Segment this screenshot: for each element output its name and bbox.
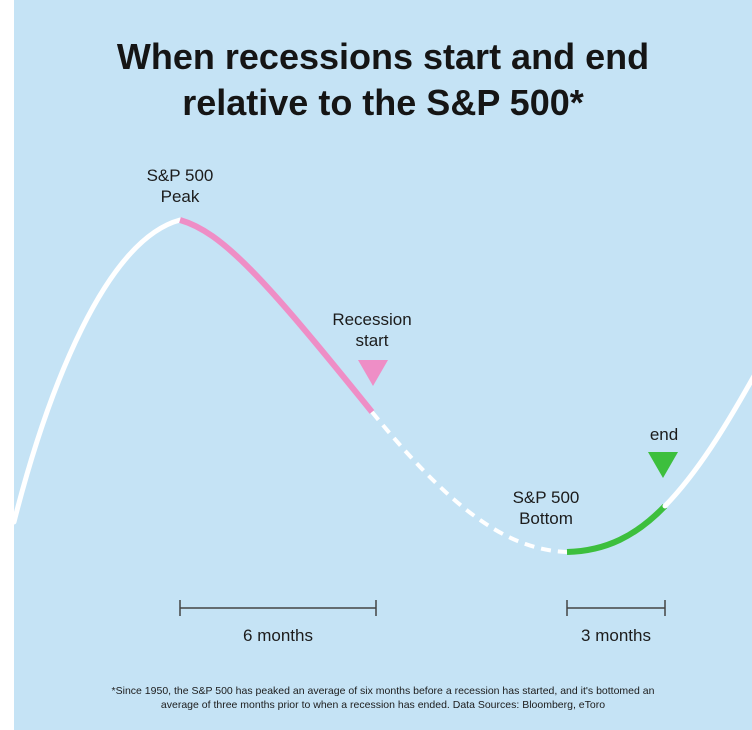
curve-dashed-to-bottom xyxy=(370,410,568,554)
bottom-label: S&P 500 Bottom xyxy=(486,487,606,529)
bottom-label-line-2: Bottom xyxy=(519,509,573,528)
end-label: end xyxy=(624,424,704,445)
peak-label-line-2: Peak xyxy=(160,187,200,206)
footnote-line-1: *Since 1950, the S&P 500 has peaked an a… xyxy=(111,685,655,697)
six-months-label: 6 months xyxy=(243,626,313,645)
curve-rise-to-peak xyxy=(14,217,183,525)
six-months-bracket xyxy=(179,600,377,616)
bottom-label-line-1: S&P 500 xyxy=(512,488,580,507)
peak-label: S&P 500 Peak xyxy=(120,165,240,207)
recession-start-label: Recession start xyxy=(312,309,432,351)
title-line-2: relative to the S&P 500* xyxy=(182,82,584,123)
recession-start-label-line-2: start xyxy=(355,331,389,350)
recession-start-marker xyxy=(358,360,388,386)
curve-recovery xyxy=(662,374,752,509)
curve-peak-to-recession-start xyxy=(179,217,375,414)
recession-end-marker xyxy=(648,452,678,478)
footnote-line-2: average of three months prior to when a … xyxy=(160,699,606,711)
footnote: *Since 1950, the S&P 500 has peaked an a… xyxy=(14,684,752,712)
cycle-diagram xyxy=(14,217,752,616)
three-months-bracket xyxy=(566,600,666,616)
end-label-text: end xyxy=(649,425,679,444)
curve-bottom-to-end xyxy=(566,503,668,555)
peak-label-line-1: S&P 500 xyxy=(146,166,214,185)
diagram-panel: When recessions start and end relative t… xyxy=(14,0,752,730)
recession-start-label-line-1: Recession xyxy=(332,310,412,329)
page-title: When recessions start and end relative t… xyxy=(14,34,752,126)
three-months-label: 3 months xyxy=(581,626,651,645)
title-line-1: When recessions start and end xyxy=(116,36,650,77)
